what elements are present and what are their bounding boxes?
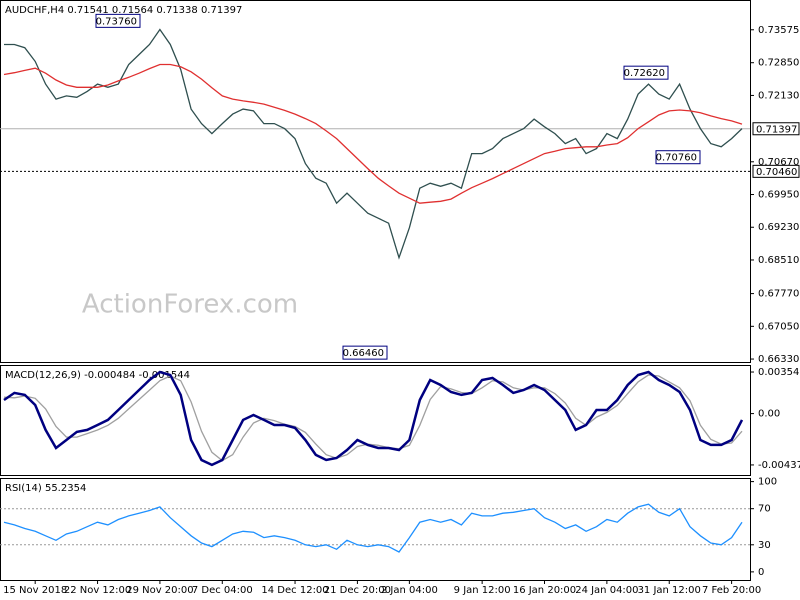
- panel-title: AUDCHF,H4 0.71541 0.71564 0.71338 0.7139…: [5, 5, 242, 16]
- x-tick-label: 16 Jan 20:00: [513, 585, 576, 596]
- y-tick-label: 0.72130: [758, 90, 799, 101]
- y-tick-label: 0.70670: [758, 157, 799, 168]
- x-tick-label: 15 Nov 2018: [3, 585, 67, 596]
- panel-title: MACD(12,26,9) -0.000484 -0.001544: [5, 370, 190, 381]
- y-tick-label: 0: [758, 567, 764, 578]
- x-tick-label: 31 Jan 12:00: [638, 585, 701, 596]
- price-label: 0.70460: [756, 167, 797, 178]
- series-line: [3, 503, 743, 553]
- y-tick-label: 0.67050: [758, 321, 799, 332]
- series-line: [3, 374, 743, 462]
- y-tick-label: 0.73575: [758, 25, 799, 36]
- y-tick-label: -0.004373: [758, 460, 800, 471]
- y-tick-label: 0.00: [758, 409, 780, 420]
- y-tick-label: 0.003542: [758, 367, 800, 378]
- x-tick-label: 14 Dec 12:00: [261, 585, 328, 596]
- y-tick-label: 0.67770: [758, 289, 799, 300]
- x-tick-label: 9 Jan 12:00: [454, 585, 511, 596]
- price-label-box: [752, 122, 800, 136]
- y-tick-label: 0.66330: [758, 354, 799, 365]
- price-label-box: [752, 164, 800, 178]
- y-tick-label: 70: [758, 504, 771, 515]
- series-line: [3, 370, 744, 467]
- y-tick-label: 0.68510: [758, 255, 799, 266]
- annotation-box: [95, 13, 141, 28]
- y-tick-label: 100: [758, 477, 777, 488]
- series-line: [4, 28, 743, 260]
- annotation: 0.66460: [343, 348, 384, 359]
- annotation: 0.72620: [624, 68, 665, 79]
- x-tick-label: 24 Jan 04:00: [575, 585, 638, 596]
- annotation-box: [342, 345, 388, 360]
- x-tick-label: 7 Feb 20:00: [702, 585, 761, 596]
- panel-title: RSI(14) 55.2354: [5, 483, 86, 494]
- x-tick-label: 29 Nov 20:00: [126, 585, 193, 596]
- annotation: 0.70760: [656, 153, 697, 164]
- x-tick-label: 22 Nov 12:00: [64, 585, 131, 596]
- watermark: ActionForex.com: [82, 290, 298, 320]
- y-tick-label: 30: [758, 540, 771, 551]
- annotation: 0.73760: [96, 16, 137, 27]
- y-tick-label: 0.72850: [758, 58, 799, 69]
- x-tick-label: 2 Jan 04:00: [381, 585, 438, 596]
- series-line: [3, 63, 743, 204]
- price-label: 0.71397: [756, 124, 797, 135]
- y-tick-label: 0.69230: [758, 222, 799, 233]
- y-tick-label: 0.69950: [758, 190, 799, 201]
- x-tick-label: 21 Dec 20:00: [324, 585, 391, 596]
- annotation-box: [655, 150, 701, 165]
- annotation-box: [623, 65, 669, 80]
- x-tick-label: 7 Dec 04:00: [192, 585, 253, 596]
